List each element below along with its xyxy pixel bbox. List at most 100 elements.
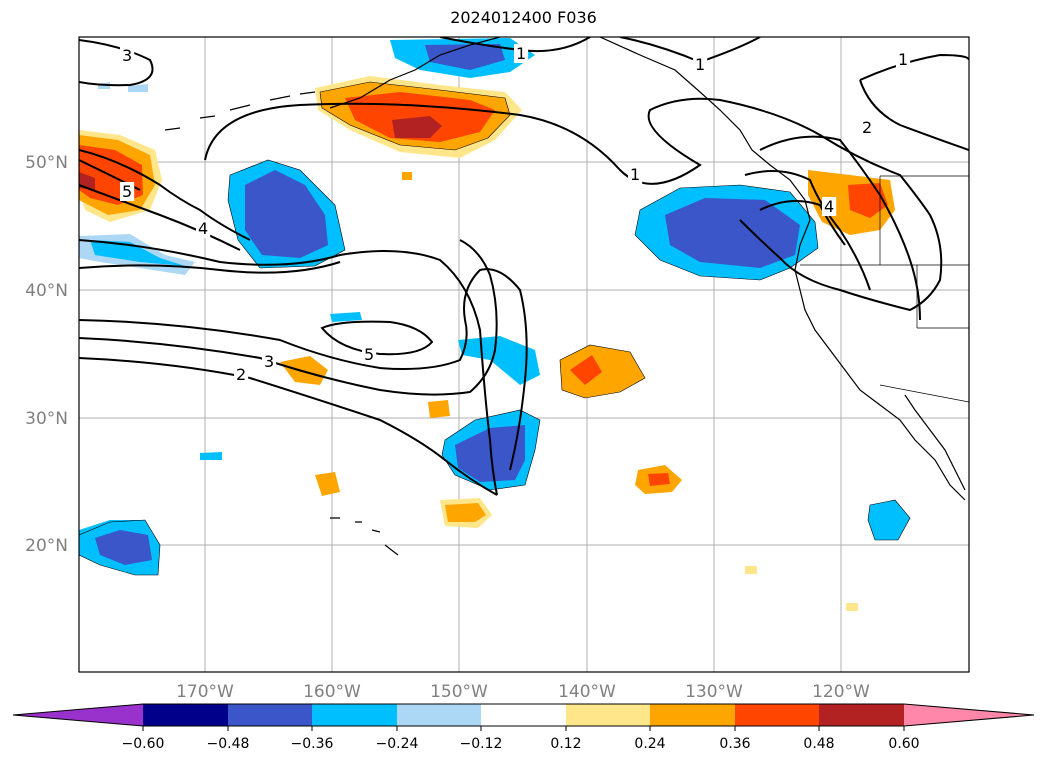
contour-4-central [79,268,528,471]
pos-region-central-east [560,345,645,398]
coast-alaska [329,37,501,109]
neg-region-west-edge-core [90,240,185,266]
pos-region-dot-2 [745,566,757,574]
neg-region-small-1 [330,312,362,322]
pos-region-small-b [315,472,340,496]
contour-label: 1 [516,44,526,63]
pos-region-central-east-inner [570,355,602,385]
colorbar-segment-9 [819,704,904,726]
contour-label: 1 [695,55,705,74]
contour-label: 3 [122,46,132,65]
map-frame [78,36,970,673]
map-title: 2024012400 F036 [450,8,597,27]
pos-region-southeast-inner [648,473,670,486]
contour-label-background [262,352,277,371]
contour-label: 3 [264,352,274,371]
pos-region-dot-3 [846,603,858,611]
contour-label: 5 [122,182,132,201]
pos-region-south-mid [445,503,486,522]
contour-label-background [362,345,377,364]
contour-label-background [693,55,708,74]
contour-label: 1 [630,165,640,184]
contour-5-west [79,159,141,191]
colorbar: −0.60 −0.48 −0.36 −0.24 −0.12 0.12 0.24 … [12,703,1035,752]
contour-2-central [79,357,498,496]
lon-label: 130°W [685,682,743,702]
colorbar-segment-10 [904,704,1034,726]
contour-outer-west [79,184,241,251]
colorbar-segment-1 [143,704,228,726]
lon-label: 150°W [430,682,488,702]
contour-2-ne [859,79,969,151]
contour-west-2 [79,239,498,496]
neg-region-small-4 [128,84,148,92]
coast-hawaii [330,517,399,556]
contour-label-background [196,219,211,238]
contour-label: 5 [364,345,374,364]
colorbar-segment-8 [735,704,819,726]
coast-bc-washington [794,199,966,501]
neg-region-hawaii-west-core [95,530,152,565]
neg-region-northeast-pacific-core [665,198,800,268]
coastlines [164,37,966,556]
contour-3-nw [79,39,154,87]
neg-region-west-central-core [245,170,328,258]
contour-label: 1 [898,50,908,69]
contour-1-far-ne [859,53,969,81]
contour-label: 2 [236,365,246,384]
lon-label: 120°W [812,682,870,702]
neg-region-small-2 [200,452,222,460]
lat-label: 30°N [25,409,68,429]
colorbar-segment-6 [566,704,650,726]
contour-3-central [79,239,498,396]
plot-area: 3 1 1 1 2 5 4 1 4 5 3 2 [79,37,969,672]
contour-1-ne [619,37,761,64]
lon-label: 140°W [558,682,616,702]
contour-label-background [120,182,135,201]
colorbar-tick-label: −0.60 [122,736,165,752]
neg-region-gulf-alaska-core [425,44,505,70]
contour-label-background [120,46,135,65]
pos-region-central-small [280,356,328,385]
colorbar-segment-5 [481,704,566,726]
colorbar-tick-label: 0.12 [550,736,581,752]
coast-baja [904,394,966,491]
contour-2-bc [759,135,921,321]
lat-label: 20°N [25,536,68,556]
pos-region-small-a [428,400,450,418]
lon-label: 170°W [176,682,234,702]
contour-4-bc [759,200,846,246]
colorbar-ticks [142,726,905,731]
pos-region-aleutian-core [392,116,442,138]
colorbar-tick-label: 0.48 [803,736,834,752]
state-borders [800,175,969,403]
colorbar-tick-label: 0.60 [888,736,919,752]
colorbar-segment-2 [228,704,312,726]
colorbar-tick-label: −0.36 [291,736,334,752]
colorbar-segment-3 [312,704,397,726]
colorbar-segment-0 [13,704,143,726]
neg-region-baja [868,500,910,540]
coast-alaska-panhandle [599,37,806,201]
anomaly-boundaries [79,81,911,576]
contour-1-big [204,97,943,312]
gridlines [79,37,969,672]
contour-labels: 3 1 1 1 2 5 4 1 4 5 3 2 [120,44,911,384]
lat-label: 50°N [25,153,68,173]
contour-label-background [822,197,837,216]
contour-label-background [860,118,875,137]
contour-5-central [320,320,434,356]
contour-label-background [514,44,529,63]
lon-label: 160°W [303,682,361,702]
latitude-labels: 50°N 40°N 30°N 20°N [25,153,68,556]
contour-label-background [628,165,643,184]
lat-label: 40°N [25,281,68,301]
thick-contours [79,37,969,496]
coast-aleutian-islands [164,91,316,131]
neg-region-south-central-core [455,425,525,482]
colorbar-tick-label: −0.48 [207,736,250,752]
colorbar-tick-label: −0.24 [376,736,419,752]
contour-label-background [896,50,911,69]
colorbar-segment-4 [397,704,481,726]
